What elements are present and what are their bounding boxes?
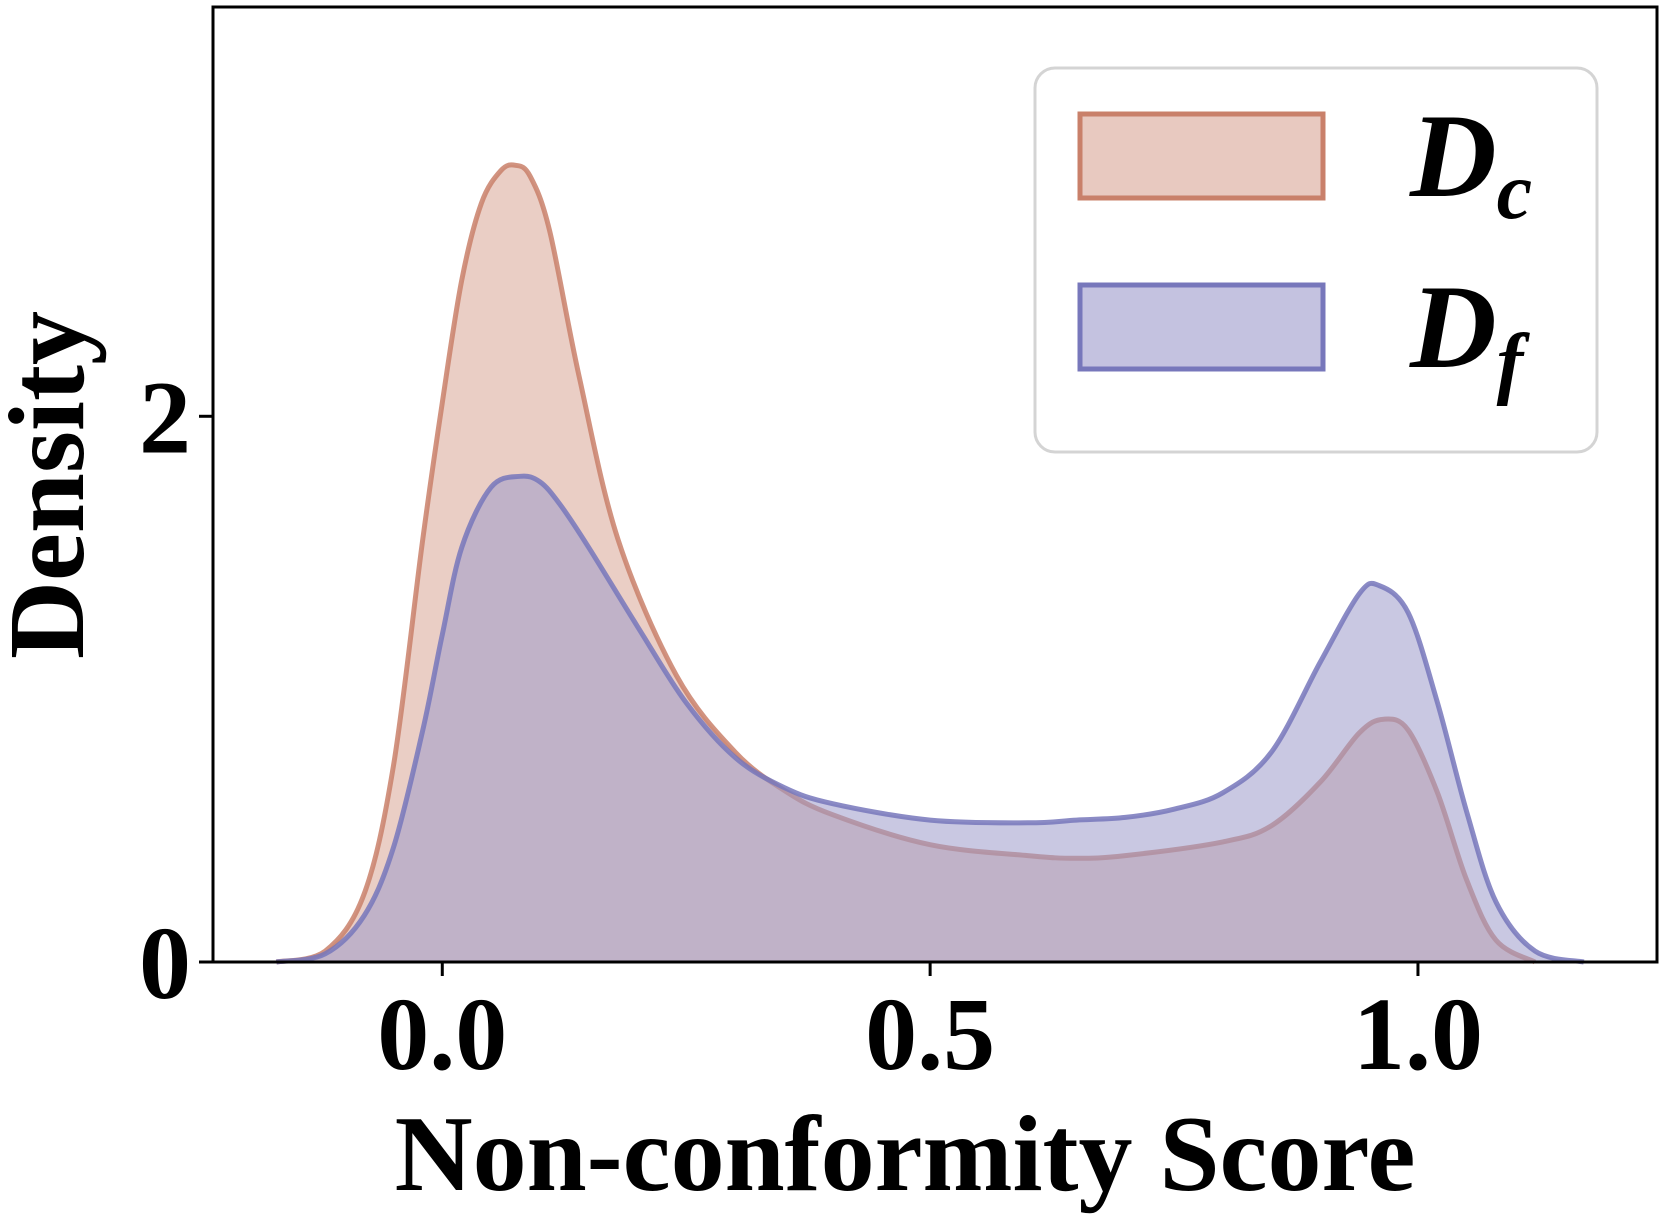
y-axis-label: Density	[0, 311, 107, 659]
axes-frame	[211, 5, 1659, 964]
axes: 0.0 0.5 1.0 0 2 Non-conformity Score Density	[0, 5, 1659, 1214]
legend-swatch-f	[1077, 282, 1326, 372]
x-axis-label: Non-conformity Score	[395, 1095, 1416, 1214]
series-line-f	[275, 473, 1585, 965]
series-area-f	[276, 476, 1584, 962]
x-tick-label: 1.0	[1353, 977, 1483, 1092]
plot-area	[275, 162, 1585, 965]
legend-label-c: Dc	[1409, 89, 1532, 236]
y-tick-label: 0	[139, 906, 191, 1021]
x-tick-label: 0.0	[377, 977, 507, 1092]
legend-swatch-c	[1077, 111, 1326, 201]
x-tick-label: 0.5	[865, 977, 995, 1092]
y-tick-label: 2	[139, 360, 191, 475]
